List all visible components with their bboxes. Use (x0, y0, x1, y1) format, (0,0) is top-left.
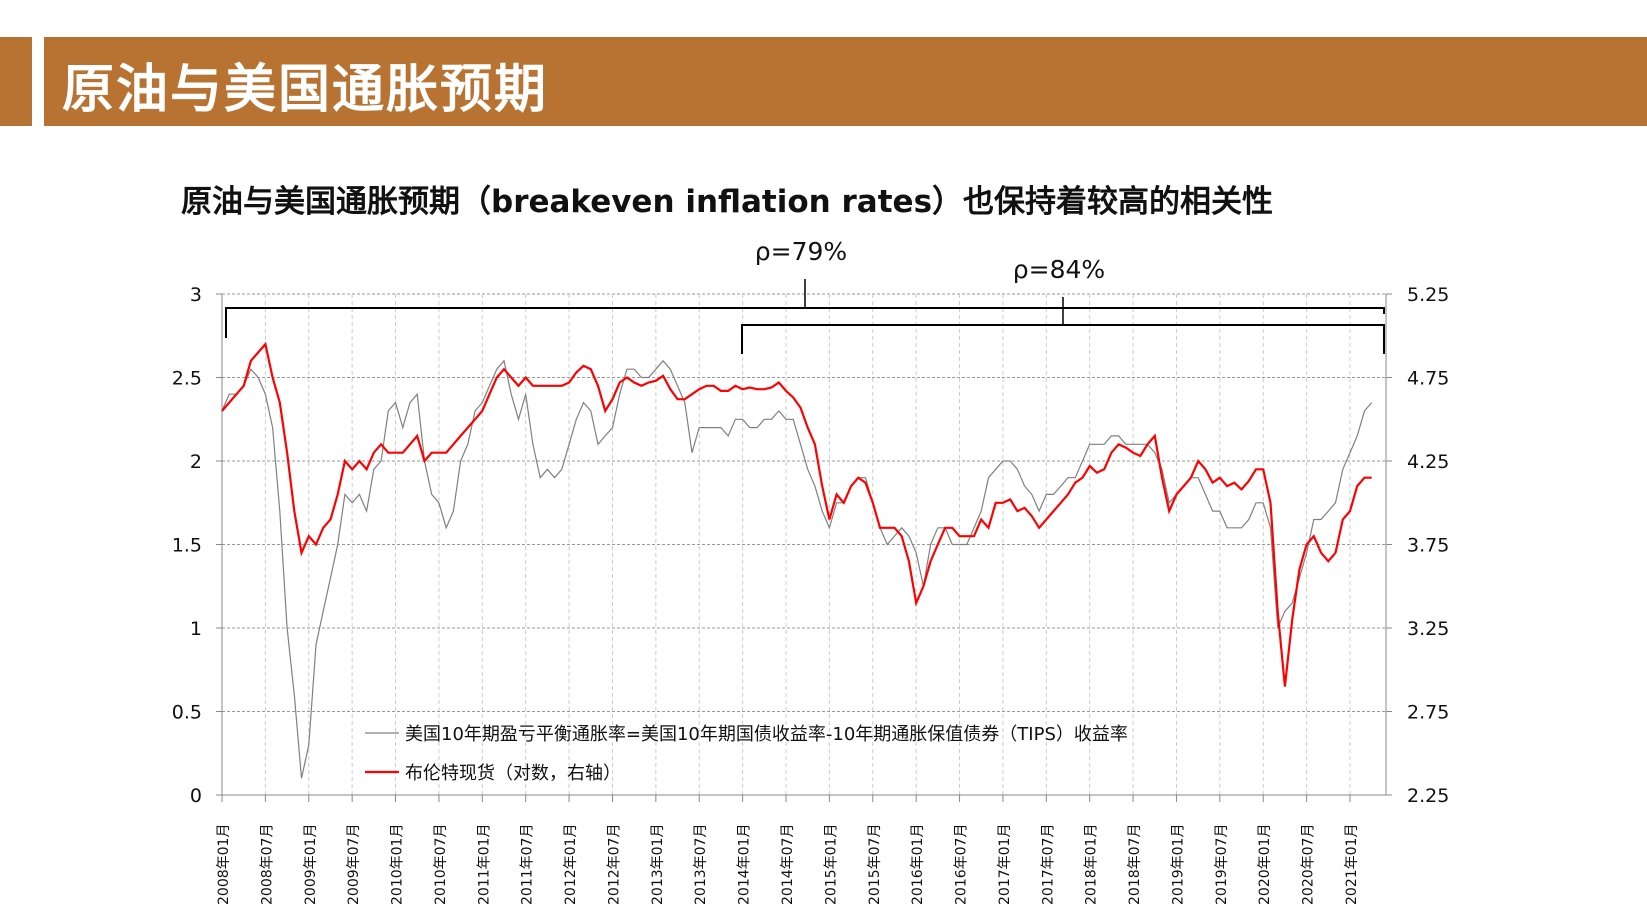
y-right-tick-label: 4.25 (1407, 451, 1449, 473)
y-left-tick-label: 3 (190, 284, 202, 306)
x-tick-label: 2018年07月 (1127, 824, 1143, 905)
x-tick-label: 2013年07月 (693, 824, 709, 905)
x-tick-label: 2019年01月 (1170, 824, 1186, 905)
y-left-tick-label: 1.5 (172, 535, 202, 557)
x-tick-label: 2014年01月 (737, 824, 753, 905)
x-tick-label: 2008年01月 (216, 824, 232, 905)
y-right-tick-label: 3.75 (1407, 535, 1449, 557)
correlation-bracket (741, 324, 1385, 354)
y-left-tick-label: 2.5 (172, 368, 202, 390)
x-tick-label: 2008年07月 (259, 824, 275, 905)
brent-series-line (221, 341, 1372, 687)
x-tick-label: 2010年07月 (433, 824, 449, 905)
y-left-tick-label: 2 (190, 451, 202, 473)
x-tick-label: 2012年01月 (563, 824, 579, 905)
y-right-tick-label: 4.75 (1407, 368, 1449, 390)
x-tick-label: 2009年01月 (303, 824, 319, 905)
legend-label: 布伦特现货（对数，右轴） (405, 763, 621, 784)
correlation-bracket (225, 307, 1385, 338)
legend-label: 美国10年期盈亏平衡通胀率=美国10年期国债收益率-10年期通胀保值债券（TIP… (405, 724, 1128, 745)
x-tick-label: 2011年07月 (520, 824, 536, 905)
x-tick-label: 2017年01月 (997, 824, 1013, 905)
y-right-tick-label: 2.25 (1407, 785, 1449, 807)
header-bar: 原油与美国通胀预期 (44, 37, 1647, 126)
x-tick-label: 2019年07月 (1214, 824, 1230, 905)
y-left-tick-label: 0 (190, 785, 202, 807)
page-title: 原油与美国通胀预期 (62, 59, 549, 120)
x-tick-label: 2013年01月 (650, 824, 666, 905)
x-tick-label: 2009年07月 (346, 824, 362, 905)
correlation-label: ρ=84% (1013, 255, 1105, 284)
x-tick-label: 2012年07月 (606, 824, 622, 905)
x-tick-label: 2016年07月 (954, 824, 970, 905)
y-right-tick-label: 3.25 (1407, 618, 1449, 640)
x-tick-label: 2010年01月 (390, 824, 406, 905)
x-tick-label: 2017年07月 (1040, 824, 1056, 905)
x-tick-label: 2016年01月 (910, 824, 926, 905)
y-left-tick-label: 0.5 (172, 702, 202, 724)
x-tick-label: 2020年07月 (1301, 824, 1317, 905)
x-tick-label: 2018年01月 (1084, 824, 1100, 905)
y-right-tick-label: 2.75 (1407, 702, 1449, 724)
breakeven-series-line (221, 359, 1373, 779)
y-left-tick-label: 1 (190, 618, 202, 640)
x-tick-label: 2014年07月 (780, 824, 796, 905)
chart-title: 原油与美国通胀预期（breakeven inflation rates）也保持着… (181, 184, 1274, 220)
correlation-label: ρ=79% (755, 237, 847, 266)
x-tick-label: 2020年01月 (1257, 824, 1273, 905)
x-tick-label: 2015年07月 (867, 824, 883, 905)
y-right-tick-label: 5.25 (1407, 284, 1449, 306)
x-tick-label: 2015年01月 (823, 824, 839, 905)
x-tick-label: 2021年01月 (1344, 824, 1360, 905)
x-tick-label: 2011年01月 (476, 824, 492, 905)
header-accent-block (0, 37, 32, 126)
